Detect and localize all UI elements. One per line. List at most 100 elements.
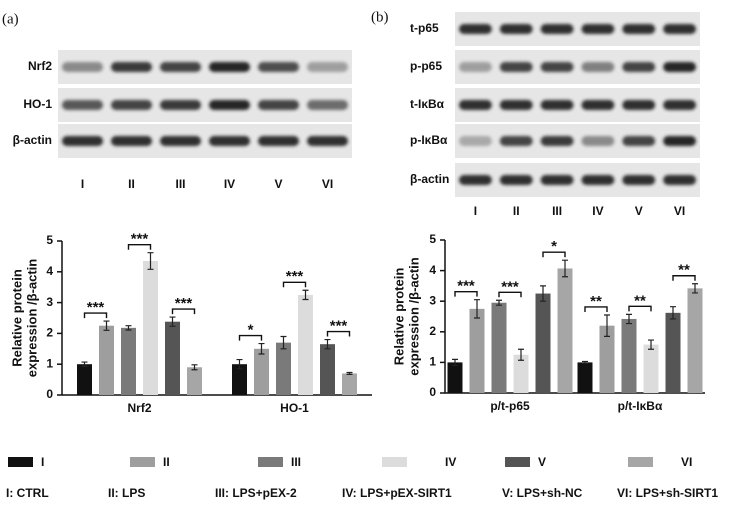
y-axis-label: Relative protein expression /β-actin — [391, 257, 421, 376]
error-bar — [280, 335, 287, 350]
blot-row-label: t-p65 — [410, 21, 439, 35]
bar — [447, 362, 463, 393]
blot-strip — [455, 124, 700, 158]
significance-bracket — [584, 306, 608, 312]
bar — [143, 261, 158, 395]
footnote: IV: LPS+pEX-SIRT1 — [342, 486, 452, 500]
blot-band — [307, 136, 348, 146]
footnote: V: LPS+sh-NC — [502, 486, 583, 500]
legend-label: VI — [681, 455, 692, 469]
blot-band — [160, 136, 201, 146]
legend-swatch — [382, 457, 407, 467]
blot-band — [258, 136, 299, 146]
bar — [99, 325, 114, 395]
y-axis-label-line: expression /β-actin — [406, 257, 421, 376]
y-tick-label: 0 — [46, 387, 53, 401]
blot-band — [663, 24, 696, 34]
error-bar — [496, 299, 502, 306]
bar — [77, 364, 92, 395]
blot-band — [307, 62, 348, 72]
blot-band — [499, 175, 533, 185]
significance-label: *** — [501, 278, 519, 295]
y-axis-label-line: Relative protein — [391, 268, 406, 366]
legend-label: I — [41, 455, 44, 469]
blot-band — [459, 24, 492, 34]
error-bar — [604, 314, 610, 337]
significance-bracket — [672, 275, 696, 281]
significance-bracket — [127, 244, 152, 250]
legend-label: V — [538, 455, 546, 469]
significance-label: *** — [175, 295, 193, 312]
error-bar — [692, 283, 698, 294]
y-tick-label: 2 — [46, 326, 53, 340]
y-tick-label: 1 — [429, 355, 436, 369]
legend-label: III — [291, 455, 301, 469]
blot-band — [62, 62, 103, 72]
error-bar — [324, 338, 331, 350]
blot-band — [160, 62, 201, 72]
significance-label: ** — [590, 293, 602, 310]
bar — [491, 302, 507, 393]
panel-label: (a) — [2, 11, 19, 27]
blot-strip — [58, 88, 352, 122]
significance-label: * — [551, 238, 557, 255]
significance-bracket — [83, 312, 108, 319]
bar — [187, 367, 202, 395]
lane-label: VI — [674, 204, 685, 218]
blot-band — [499, 24, 533, 34]
error-bar — [191, 364, 198, 371]
blot-band — [581, 100, 615, 110]
bar — [121, 327, 136, 395]
blot-band — [540, 24, 574, 34]
lane-label: V — [274, 177, 282, 191]
significance-label: ** — [678, 262, 690, 279]
y-tick-label: 5 — [429, 232, 436, 246]
significance-label: *** — [87, 299, 105, 316]
bar — [621, 318, 637, 393]
footnote: I: CTRL — [6, 486, 49, 500]
significance-bracket — [628, 305, 652, 312]
blot-row-label: p-p65 — [410, 59, 442, 73]
blot-band — [540, 136, 574, 146]
footnote: III: LPS+pEX-2 — [215, 486, 297, 500]
lane-label: I — [474, 204, 477, 218]
blot-band — [499, 100, 533, 110]
bar — [687, 288, 703, 393]
y-axis-label-line: Relative protein — [9, 269, 24, 367]
blot-band — [111, 136, 152, 146]
blot-row-label: β-actin — [13, 133, 52, 147]
bar — [599, 325, 615, 393]
legend-swatch — [8, 457, 33, 467]
bar — [469, 308, 485, 393]
y-tick-label: 1 — [46, 356, 53, 370]
blot-row-label: Nrf2 — [28, 59, 52, 73]
error-bar — [582, 360, 588, 364]
significance-label: ** — [634, 292, 646, 309]
blot-band — [209, 136, 250, 146]
bar — [577, 362, 593, 393]
y-tick-label: 2 — [429, 324, 436, 338]
blot-strip — [455, 50, 700, 84]
error-bar — [474, 299, 480, 319]
blot-strip — [58, 50, 352, 84]
blot-band — [499, 136, 533, 146]
blot-band — [209, 62, 250, 72]
error-bar — [147, 252, 154, 270]
error-bar — [81, 361, 88, 367]
significance-bracket — [498, 291, 522, 298]
blot-band — [62, 100, 103, 110]
blot-band — [663, 175, 696, 185]
blot-band — [540, 175, 574, 185]
blot-band — [581, 175, 615, 185]
error-bar — [452, 358, 458, 367]
error-bar — [670, 306, 676, 320]
y-tick-label: 0 — [429, 385, 436, 399]
legend-swatch — [505, 457, 530, 467]
blot-band — [622, 100, 656, 110]
error-bar — [626, 313, 632, 325]
blot-band — [622, 24, 656, 34]
y-axis-label-line: expression /β-actin — [24, 259, 39, 378]
lane-label: V — [635, 204, 643, 218]
blot-band — [307, 100, 348, 110]
